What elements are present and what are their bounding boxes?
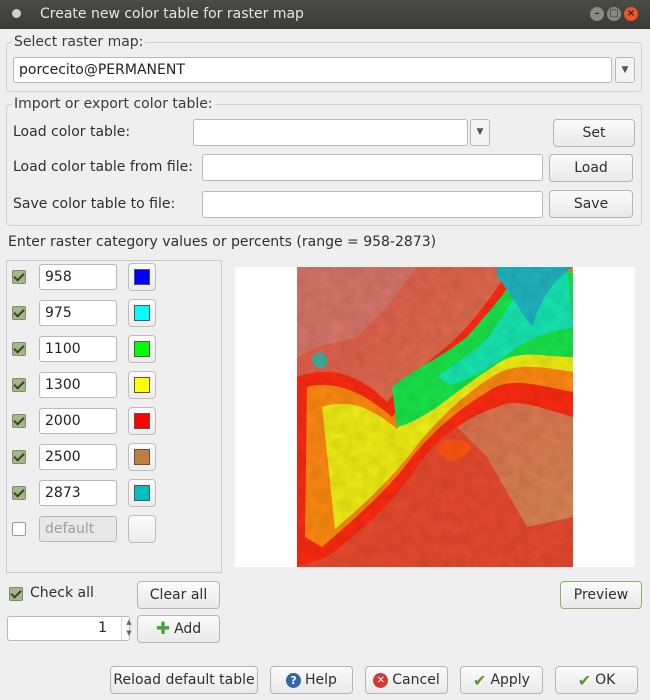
rule-value-input[interactable]: [39, 480, 117, 506]
rule-checkbox[interactable]: [12, 486, 26, 500]
raster-map-group-label: Select raster map:: [12, 34, 146, 50]
add-button-label: Add: [174, 621, 202, 637]
color-swatch: [134, 341, 150, 357]
rule-checkbox[interactable]: [12, 306, 26, 320]
rule-row: [7, 262, 223, 292]
rule-color-button[interactable]: [128, 263, 156, 291]
color-swatch: [134, 305, 150, 321]
save-button[interactable]: Save: [549, 190, 633, 218]
help-button-label: Help: [305, 672, 337, 688]
load-button[interactable]: Load: [549, 154, 633, 182]
rule-color-button[interactable]: [128, 407, 156, 435]
color-swatch: [134, 413, 150, 429]
rule-checkbox[interactable]: [12, 342, 26, 356]
rule-color-button[interactable]: [128, 335, 156, 363]
rule-value-input[interactable]: [39, 264, 117, 290]
checkmark-icon: ✔: [577, 670, 592, 690]
rule-checkbox[interactable]: [12, 414, 26, 428]
rule-value-input[interactable]: [39, 372, 117, 398]
rule-row: [7, 298, 223, 328]
load-color-table-input[interactable]: [193, 119, 468, 146]
color-swatch: [134, 377, 150, 393]
load-file-input[interactable]: [202, 154, 543, 181]
reload-default-table-button[interactable]: Reload default table: [110, 666, 258, 694]
add-count-value: 1: [98, 620, 107, 636]
rule-row: [7, 406, 223, 436]
title-bar: Create new color table for raster map – …: [0, 0, 650, 29]
preview-area: [235, 267, 635, 567]
check-all-label[interactable]: Check all: [30, 585, 94, 601]
clear-all-button[interactable]: Clear all: [137, 581, 220, 609]
rule-color-button[interactable]: [128, 371, 156, 399]
check-all-checkbox[interactable]: [9, 587, 23, 601]
rule-color-button[interactable]: [128, 299, 156, 327]
raster-map-input[interactable]: [13, 57, 612, 83]
rule-checkbox[interactable]: [12, 522, 26, 536]
set-button[interactable]: Set: [553, 119, 635, 147]
save-file-input[interactable]: [202, 191, 543, 218]
rule-value-input[interactable]: [39, 300, 117, 326]
add-count-spinner[interactable]: 1 ▲ ▼: [7, 616, 132, 641]
ok-button[interactable]: ✔ OK: [555, 666, 638, 694]
raster-map-dropdown-icon[interactable]: ▼: [615, 57, 635, 83]
rule-default-input: [39, 516, 117, 542]
minimize-icon[interactable]: –: [590, 7, 604, 21]
rule-value-input[interactable]: [39, 444, 117, 470]
rule-checkbox[interactable]: [12, 270, 26, 284]
rule-row: [7, 442, 223, 472]
spinner-arrows-icon[interactable]: ▲ ▼: [121, 617, 136, 641]
rule-value-input[interactable]: [39, 336, 117, 362]
raster-preview-image: [297, 267, 573, 567]
rule-row: [7, 370, 223, 400]
app-icon: [12, 9, 21, 18]
rule-color-button: [128, 515, 156, 543]
color-swatch: [134, 269, 150, 285]
plus-icon: ✚: [155, 619, 171, 639]
question-icon: ?: [286, 672, 302, 688]
load-file-label: Load color table from file:: [13, 159, 193, 175]
rule-row-default: [7, 514, 223, 544]
preview-button[interactable]: Preview: [560, 581, 642, 609]
rule-row: [7, 478, 223, 508]
close-icon[interactable]: ×: [624, 7, 638, 21]
cancel-button[interactable]: ✕ Cancel: [365, 666, 448, 694]
cancel-icon: ✕: [373, 672, 389, 688]
color-swatch: [134, 485, 150, 501]
apply-button[interactable]: ✔ Apply: [460, 666, 543, 694]
rule-checkbox[interactable]: [12, 378, 26, 392]
rules-header: Enter raster category values or percents…: [8, 234, 437, 250]
load-color-table-label: Load color table:: [13, 124, 131, 140]
rules-panel: [6, 260, 222, 573]
cancel-button-label: Cancel: [392, 672, 440, 688]
add-button[interactable]: ✚ Add: [137, 615, 220, 643]
rule-value-input[interactable]: [39, 408, 117, 434]
maximize-icon[interactable]: □: [607, 7, 621, 21]
rule-color-button[interactable]: [128, 479, 156, 507]
window-title: Create new color table for raster map: [40, 6, 304, 22]
rule-checkbox[interactable]: [12, 450, 26, 464]
checkmark-icon: ✔: [473, 670, 487, 690]
color-swatch: [134, 449, 150, 465]
rule-row: [7, 334, 223, 364]
apply-button-label: Apply: [490, 672, 530, 688]
rule-color-button[interactable]: [128, 443, 156, 471]
ok-button-label: OK: [595, 672, 616, 688]
load-color-table-dropdown-icon[interactable]: ▼: [470, 119, 490, 146]
help-button[interactable]: ? Help: [270, 666, 353, 694]
import-export-group-label: Import or export color table:: [12, 96, 215, 112]
save-file-label: Save color table to file:: [13, 196, 176, 212]
